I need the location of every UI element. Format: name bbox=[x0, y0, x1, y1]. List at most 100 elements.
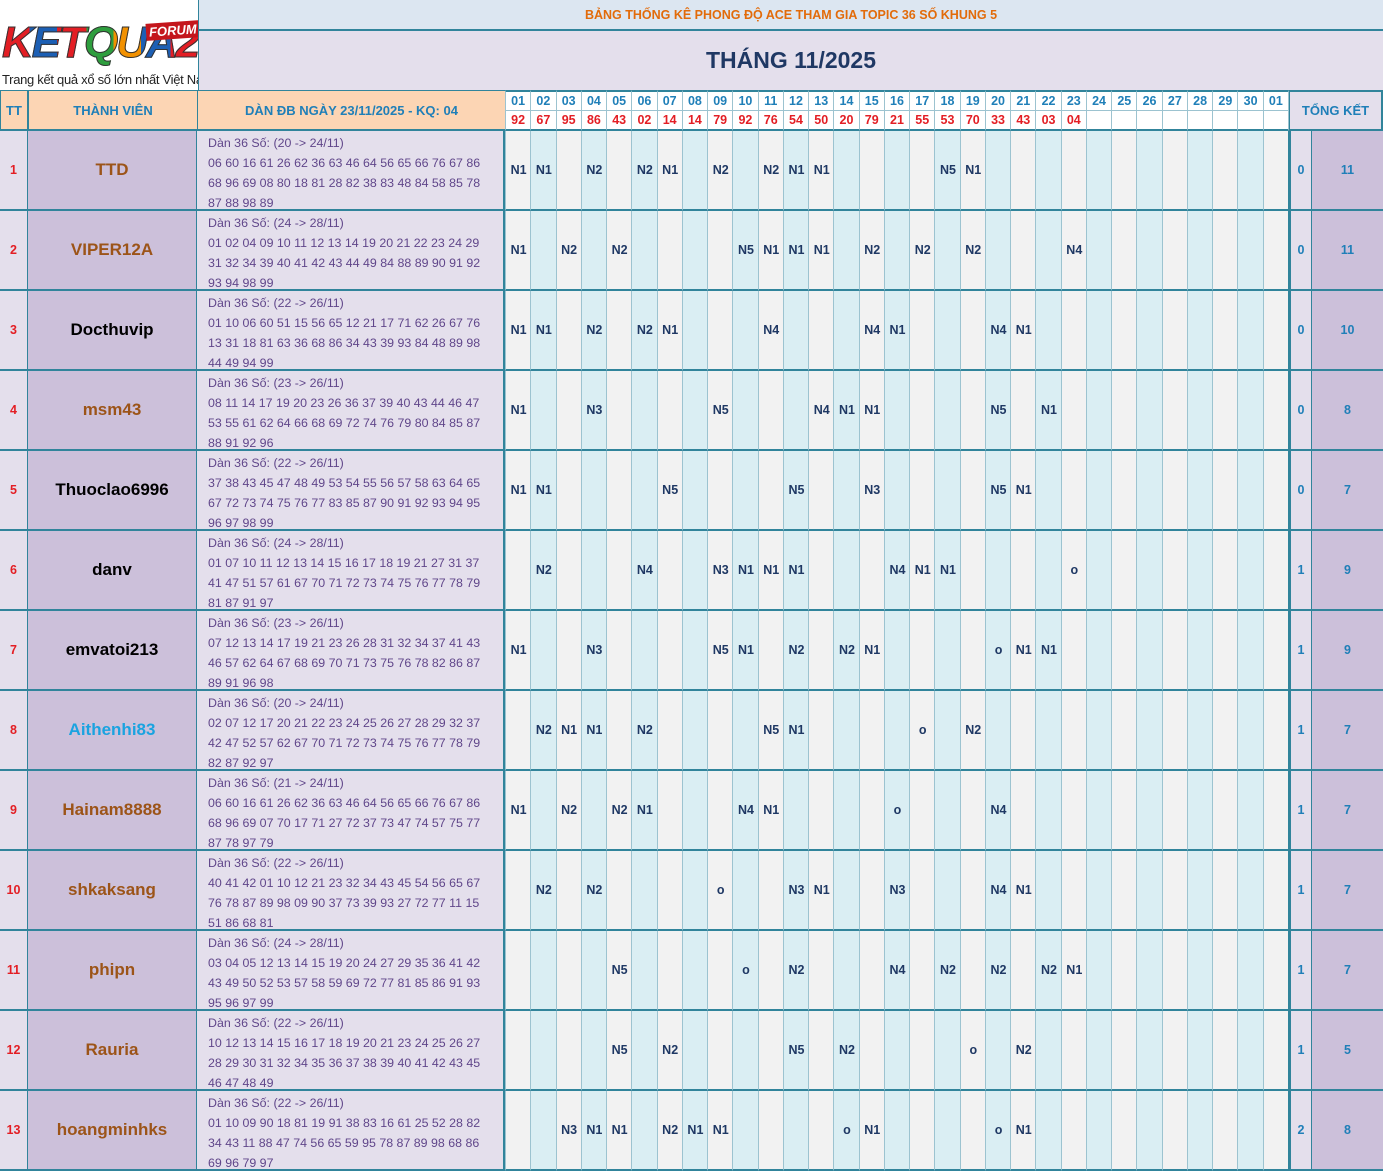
day-mark: N1 bbox=[732, 531, 759, 611]
day-mark bbox=[732, 1091, 759, 1171]
day-mark bbox=[505, 691, 532, 771]
day-mark: N1 bbox=[808, 131, 835, 211]
day-mark bbox=[1010, 211, 1037, 291]
day-mark bbox=[1136, 1091, 1163, 1171]
row-index: 12 bbox=[0, 1011, 28, 1091]
day-mark: N2 bbox=[959, 211, 986, 291]
day-mark bbox=[606, 451, 633, 531]
day-mark bbox=[1060, 771, 1087, 851]
day-mark bbox=[555, 931, 582, 1011]
day-mark bbox=[1186, 691, 1214, 771]
member-name: emvatoi213 bbox=[28, 611, 198, 691]
day-mark: N5 bbox=[934, 131, 961, 211]
member-name: Aithenhi83 bbox=[28, 691, 198, 771]
summary-count: 0 bbox=[1288, 291, 1311, 371]
day-mark bbox=[909, 291, 936, 371]
day-mark bbox=[1212, 371, 1239, 451]
number-set: Dàn 36 Số: (23 -> 26/11) 07 12 13 14 17 1… bbox=[197, 611, 506, 691]
day-mark: o bbox=[883, 771, 911, 851]
summary-count: 1 bbox=[1288, 531, 1311, 611]
day-header: 04 bbox=[580, 90, 608, 111]
day-header: 03 bbox=[555, 90, 582, 111]
day-mark bbox=[580, 451, 608, 531]
day-mark bbox=[883, 611, 911, 691]
day-mark: N2 bbox=[909, 211, 936, 291]
day-mark: o bbox=[984, 1091, 1012, 1171]
day-mark bbox=[606, 291, 633, 371]
day-result bbox=[1237, 110, 1264, 131]
day-mark bbox=[883, 371, 911, 451]
set-label: Dàn 36 Số: (22 -> 26/11) bbox=[208, 1096, 344, 1110]
day-mark: o bbox=[984, 611, 1012, 691]
day-mark bbox=[934, 1011, 961, 1091]
day-mark bbox=[555, 851, 582, 931]
row-index: 8 bbox=[0, 691, 28, 771]
day-mark bbox=[959, 451, 986, 531]
day-mark bbox=[1212, 691, 1239, 771]
member-name: TTD bbox=[28, 131, 198, 211]
day-mark bbox=[934, 771, 961, 851]
day-result: 92 bbox=[732, 110, 759, 131]
day-mark bbox=[1060, 1091, 1087, 1171]
day-mark bbox=[707, 691, 734, 771]
day-result: 55 bbox=[909, 110, 936, 131]
day-header: 07 bbox=[656, 90, 683, 111]
summary-total: 7 bbox=[1311, 771, 1383, 851]
day-header: 10 bbox=[732, 90, 759, 111]
day-mark bbox=[580, 931, 608, 1011]
day-mark: o bbox=[909, 691, 936, 771]
day-mark bbox=[1010, 691, 1037, 771]
day-mark bbox=[681, 371, 709, 451]
day-mark: N1 bbox=[1010, 1091, 1037, 1171]
day-mark bbox=[1262, 211, 1289, 291]
day-mark: N1 bbox=[909, 531, 936, 611]
day-mark: N2 bbox=[631, 291, 658, 371]
summary-count: 0 bbox=[1288, 451, 1311, 531]
day-mark bbox=[505, 931, 532, 1011]
day-mark bbox=[1111, 1011, 1138, 1091]
day-mark bbox=[1136, 291, 1163, 371]
day-mark: N1 bbox=[934, 531, 961, 611]
day-mark bbox=[656, 611, 683, 691]
day-mark bbox=[1186, 291, 1214, 371]
day-result bbox=[1161, 110, 1188, 131]
day-mark bbox=[1212, 531, 1239, 611]
day-mark bbox=[555, 451, 582, 531]
day-mark bbox=[757, 371, 784, 451]
day-mark: N1 bbox=[808, 851, 835, 931]
day-result: 50 bbox=[808, 110, 835, 131]
day-mark bbox=[909, 371, 936, 451]
day-mark bbox=[681, 851, 709, 931]
day-mark bbox=[782, 1091, 810, 1171]
day-mark: N5 bbox=[984, 451, 1012, 531]
day-mark: N1 bbox=[707, 1091, 734, 1171]
day-mark bbox=[1186, 1091, 1214, 1171]
day-mark bbox=[1060, 451, 1087, 531]
set-label: Dàn 36 Số: (24 -> 28/11) bbox=[208, 536, 344, 550]
day-mark: N2 bbox=[934, 931, 961, 1011]
day-mark bbox=[681, 1011, 709, 1091]
day-header: 18 bbox=[934, 90, 961, 111]
day-mark: N1 bbox=[858, 611, 885, 691]
day-mark bbox=[883, 1091, 911, 1171]
day-mark bbox=[530, 1091, 557, 1171]
day-mark bbox=[1111, 771, 1138, 851]
member-name: danv bbox=[28, 531, 198, 611]
day-mark bbox=[1136, 451, 1163, 531]
summary-total: 9 bbox=[1311, 611, 1383, 691]
day-mark bbox=[606, 371, 633, 451]
day-mark bbox=[1111, 531, 1138, 611]
col-header: DÀN ĐB NGÀY 23/11/2025 - KQ: 04 bbox=[197, 90, 506, 131]
set-numbers: 01 07 10 11 12 13 14 15 16 17 18 19 21 2… bbox=[208, 556, 481, 610]
day-mark bbox=[858, 1011, 885, 1091]
day-mark: N1 bbox=[833, 371, 860, 451]
day-mark bbox=[1111, 611, 1138, 691]
day-header: 05 bbox=[606, 90, 633, 111]
day-header: 14 bbox=[833, 90, 860, 111]
day-mark bbox=[1136, 1011, 1163, 1091]
day-mark bbox=[808, 531, 835, 611]
day-mark: N2 bbox=[656, 1091, 683, 1171]
day-result: 76 bbox=[757, 110, 784, 131]
day-mark: N1 bbox=[555, 691, 582, 771]
day-header: 29 bbox=[1212, 90, 1239, 111]
